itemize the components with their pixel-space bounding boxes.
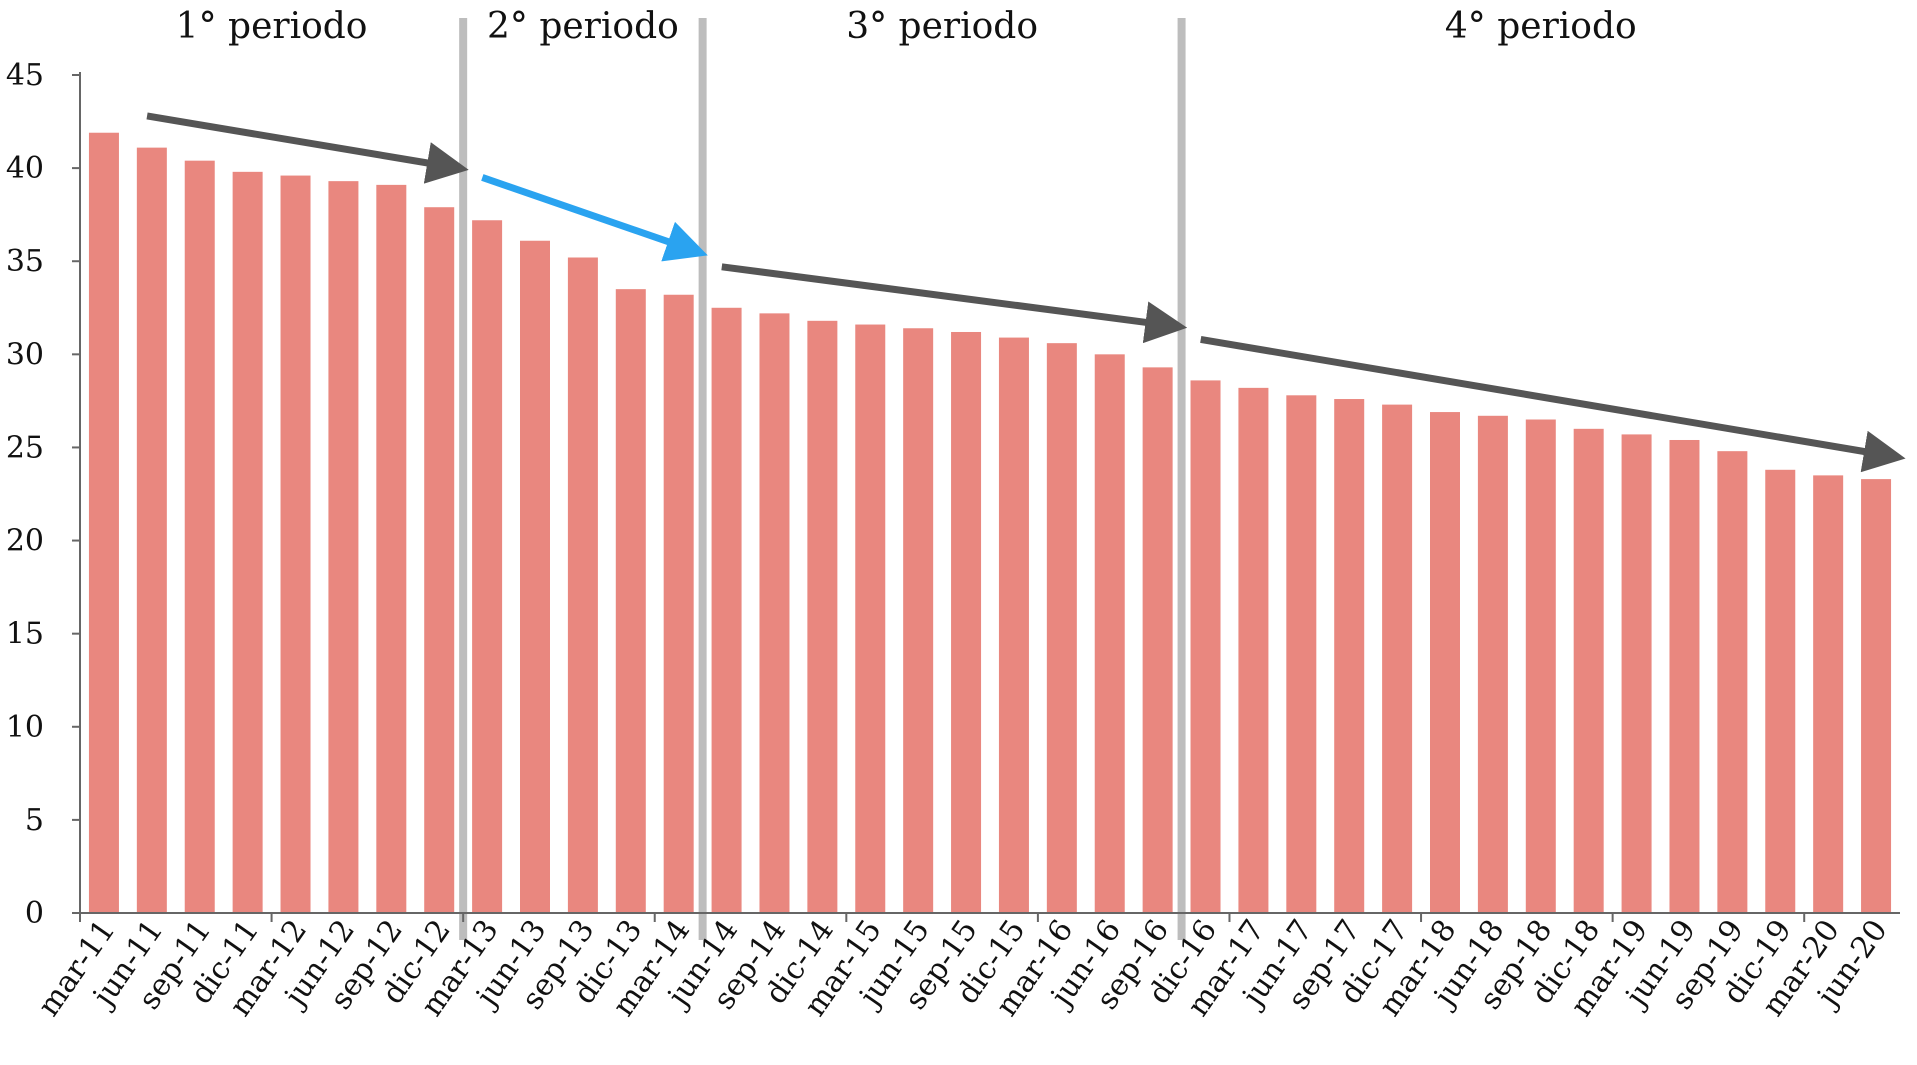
bar-sep-13: [567, 257, 598, 913]
bar-dic-13: [615, 289, 646, 914]
bar-sep-14: [759, 313, 790, 913]
bar-jun-19: [1669, 439, 1700, 913]
y-tick-label: 10: [6, 710, 44, 745]
bars-layer: [88, 132, 1892, 914]
y-tick-label: 45: [6, 58, 44, 93]
trend-arrow-1: [146, 112, 469, 184]
bar-dic-11: [232, 171, 263, 913]
bar-dic-14: [807, 320, 838, 913]
period-label-3: 3° periodo: [846, 6, 1038, 47]
period-labels: 1° periodo 2° periodo 3° periodo 4° periodo: [176, 6, 1637, 47]
trend-arrow-4: [1200, 335, 1906, 473]
period-label-4: 4° periodo: [1445, 6, 1637, 47]
bar-dic-18: [1573, 428, 1604, 913]
y-tick-label: 20: [6, 524, 44, 559]
bar-sep-12: [376, 184, 407, 914]
bar-mar-16: [1046, 343, 1077, 913]
period-label-1: 1° periodo: [176, 6, 368, 47]
bar-sep-17: [1334, 399, 1365, 913]
bar-jun-14: [711, 307, 742, 913]
y-tick-label: 25: [6, 430, 44, 465]
bar-mar-12: [280, 175, 311, 913]
bar-dic-16: [1190, 380, 1221, 914]
bar-dic-15: [998, 337, 1029, 913]
bar-jun-11: [136, 147, 167, 914]
y-tick-label: 35: [6, 244, 44, 279]
bar-mar-19: [1621, 434, 1652, 913]
bar-dic-19: [1765, 469, 1796, 913]
bar-mar-14: [663, 294, 694, 914]
bar-jun-13: [520, 240, 550, 913]
bar-jun-15: [903, 328, 934, 913]
bar-jun-18: [1477, 415, 1508, 913]
bar-mar-17: [1238, 387, 1269, 913]
trend-arrow-2: [481, 174, 708, 262]
bar-mar-13: [472, 220, 503, 914]
bar-mar-15: [855, 324, 886, 913]
bar-sep-19: [1717, 451, 1748, 913]
bar-sep-15: [951, 331, 982, 913]
bar-jun-17: [1286, 395, 1317, 913]
bar-mar-18: [1430, 412, 1460, 913]
y-tick-label: 0: [25, 896, 44, 931]
y-tick-label: 30: [6, 337, 44, 372]
bar-sep-16: [1142, 367, 1173, 913]
bar-dic-17: [1382, 404, 1413, 913]
bar-sep-11: [184, 160, 215, 913]
bar-mar-11: [88, 132, 119, 913]
bar-jun-20: [1861, 479, 1892, 913]
y-tick-label: 40: [6, 151, 44, 186]
bar-mar-20: [1813, 475, 1844, 913]
y-tick-label: 15: [6, 617, 44, 652]
trend-arrow-3: [721, 263, 1188, 344]
bar-sep-18: [1525, 419, 1556, 913]
trend-arrows: [146, 112, 1906, 473]
y-tick-label: 5: [25, 803, 44, 838]
period-label-2: 2° periodo: [487, 6, 679, 47]
bar-jun-12: [328, 181, 359, 913]
bar-jun-16: [1094, 354, 1125, 913]
bar-dic-12: [424, 207, 455, 913]
